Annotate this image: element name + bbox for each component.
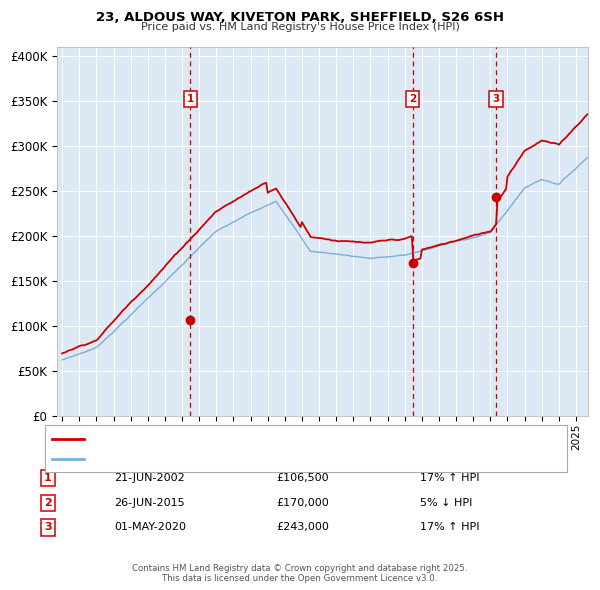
Text: 3: 3 — [44, 523, 52, 532]
Text: 23, ALDOUS WAY, KIVETON PARK, SHEFFIELD, S26 6SH (detached house): 23, ALDOUS WAY, KIVETON PARK, SHEFFIELD,… — [89, 434, 467, 444]
Text: 01-MAY-2020: 01-MAY-2020 — [114, 523, 186, 532]
Text: 5% ↓ HPI: 5% ↓ HPI — [420, 498, 472, 507]
Text: 23, ALDOUS WAY, KIVETON PARK, SHEFFIELD, S26 6SH: 23, ALDOUS WAY, KIVETON PARK, SHEFFIELD,… — [96, 11, 504, 24]
Text: £243,000: £243,000 — [276, 523, 329, 532]
Text: 2: 2 — [409, 94, 416, 104]
Text: £106,500: £106,500 — [276, 473, 329, 483]
Text: 17% ↑ HPI: 17% ↑ HPI — [420, 523, 479, 532]
Text: 3: 3 — [493, 94, 500, 104]
Text: Price paid vs. HM Land Registry's House Price Index (HPI): Price paid vs. HM Land Registry's House … — [140, 22, 460, 32]
Text: 26-JUN-2015: 26-JUN-2015 — [114, 498, 185, 507]
Text: 2: 2 — [44, 498, 52, 507]
Text: 1: 1 — [187, 94, 194, 104]
Text: 21-JUN-2002: 21-JUN-2002 — [114, 473, 185, 483]
Text: 1: 1 — [44, 473, 52, 483]
Text: £170,000: £170,000 — [276, 498, 329, 507]
Text: HPI: Average price, detached house, Rotherham: HPI: Average price, detached house, Roth… — [89, 454, 339, 464]
Text: Contains HM Land Registry data © Crown copyright and database right 2025.
This d: Contains HM Land Registry data © Crown c… — [132, 563, 468, 583]
Text: 17% ↑ HPI: 17% ↑ HPI — [420, 473, 479, 483]
